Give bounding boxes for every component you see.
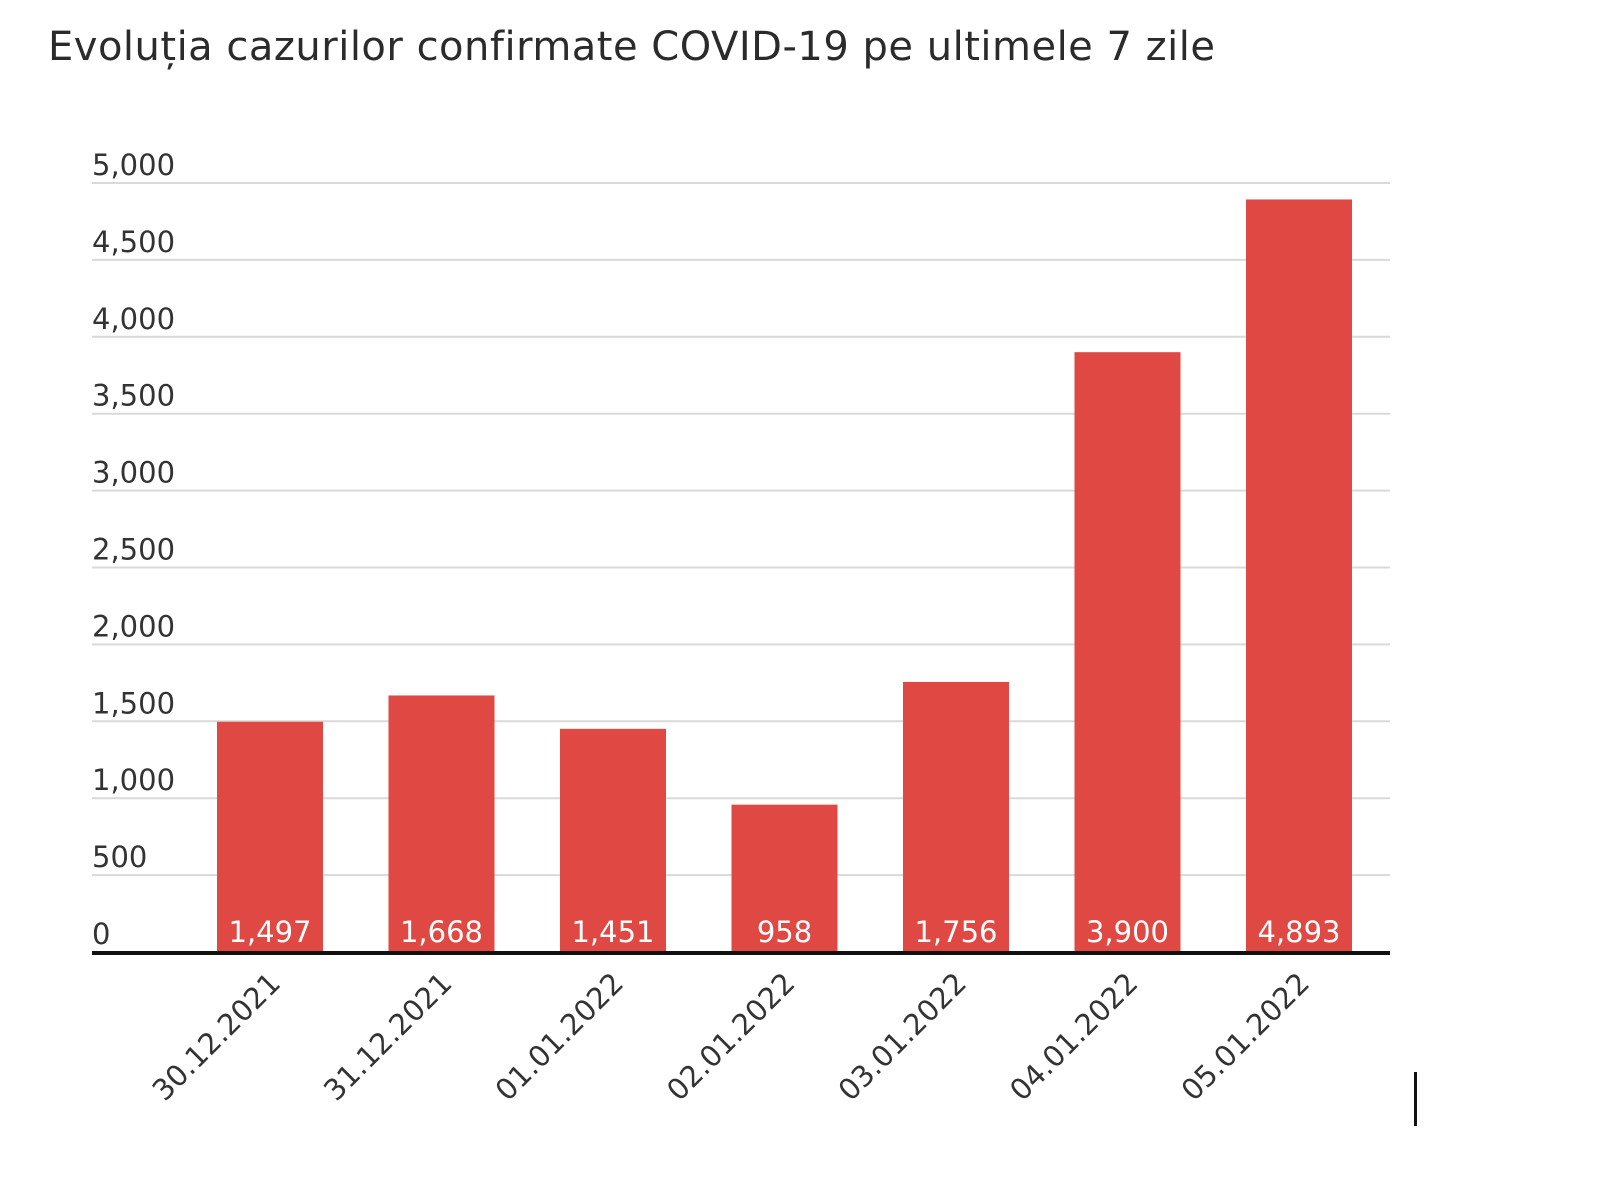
data-label: 1,451 xyxy=(571,915,654,949)
data-label: 1,668 xyxy=(400,915,483,949)
bar xyxy=(217,721,323,952)
y-tick-label: 3,000 xyxy=(92,456,175,490)
chart-title: Evoluția cazurilor confirmate COVID-19 p… xyxy=(48,24,1216,70)
x-tick-label: 30.12.2021 xyxy=(145,966,286,1107)
data-label: 1,756 xyxy=(914,915,997,949)
bar xyxy=(731,804,838,952)
y-tick-label: 1,500 xyxy=(92,686,175,720)
data-label: 3,900 xyxy=(1086,915,1169,949)
x-axis-category-labels: 30.12.2021 31.12.2021 01.01.2022 02.01.2022… xyxy=(145,966,1315,1107)
x-tick-label: 01.01.2022 xyxy=(488,966,629,1107)
y-tick-label: 1,000 xyxy=(92,763,175,797)
y-tick-label: 4,000 xyxy=(92,302,175,336)
y-tick-label: 2,500 xyxy=(92,533,175,567)
bar xyxy=(560,728,666,952)
x-tick-label: 03.01.2022 xyxy=(831,966,972,1107)
data-label: 958 xyxy=(757,915,812,949)
y-tick-label: 500 xyxy=(92,840,147,874)
data-label: 4,893 xyxy=(1257,915,1340,949)
bar xyxy=(388,695,495,952)
y-tick-label: 0 xyxy=(92,917,110,951)
x-tick-label: 05.01.2022 xyxy=(1174,966,1315,1107)
text-cursor xyxy=(1414,1072,1417,1126)
y-tick-label: 5,000 xyxy=(92,148,175,182)
bars xyxy=(217,199,1352,952)
data-label: 1,497 xyxy=(228,915,311,949)
x-tick-label: 31.12.2021 xyxy=(317,966,458,1107)
y-tick-label: 4,500 xyxy=(92,225,175,259)
x-tick-label: 02.01.2022 xyxy=(660,966,801,1107)
data-labels: 1,497 1,668 1,451 958 1,756 3,900 4,893 xyxy=(228,915,1340,949)
y-tick-label: 2,000 xyxy=(92,609,175,643)
bar xyxy=(903,681,1009,952)
y-axis-tick-labels: 0 500 1,000 1,500 2,000 2,500 3,000 3,500 4,000 4… xyxy=(92,148,175,951)
y-tick-label: 3,500 xyxy=(92,379,175,413)
bar xyxy=(1246,199,1352,952)
x-tick-label: 04.01.2022 xyxy=(1003,966,1144,1107)
bar xyxy=(1074,352,1181,952)
